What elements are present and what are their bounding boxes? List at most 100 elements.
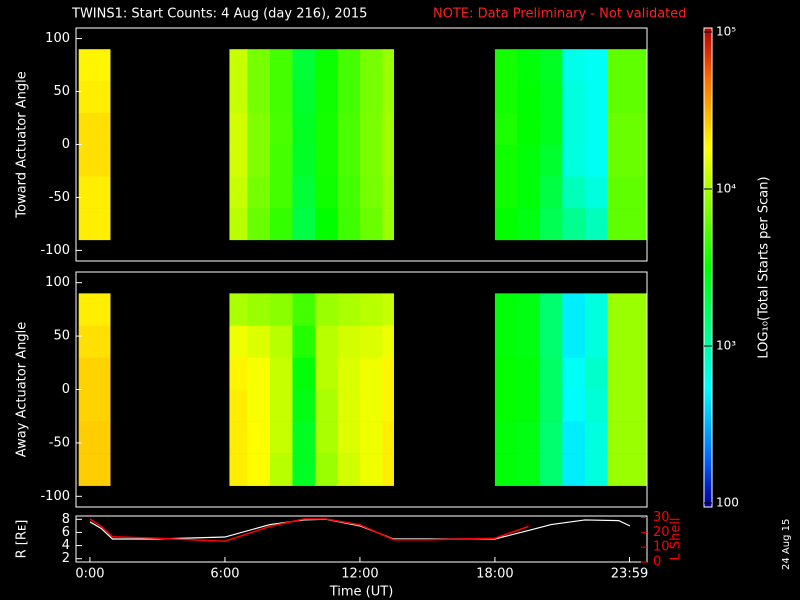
x-tick-label: 12:00 [341,567,378,582]
heat-cell [494,293,518,326]
x-tick-label: 18:00 [476,567,513,582]
x-tick-label: 0:00 [75,567,104,582]
heat-cell [517,176,541,209]
heat-cell [584,453,608,486]
heat-cell [494,112,518,145]
heat-cell [337,325,361,358]
date-stamp: 24 Aug 15 [781,519,792,570]
heat-cell [337,293,361,326]
heat-cell [78,208,111,241]
heat-cell [584,80,608,114]
heat-cell [314,176,338,209]
heat-cell [539,144,563,177]
heat-cell [539,325,563,358]
heat-cell [337,144,361,177]
y-tick-label: 10 [653,540,670,555]
heat-cell [494,176,518,209]
heat-cell [269,325,293,358]
heat-cell [584,112,608,145]
heat-cell [247,49,271,82]
heat-cell [494,421,518,454]
heat-cell [229,49,248,82]
heat-cell [539,112,563,145]
heat-cell [78,112,111,145]
heat-cell [607,325,648,358]
heat-cell [494,357,518,390]
heat-cell [517,357,541,390]
x-tick-label: 23:59 [611,567,648,582]
heat-cell [584,208,608,241]
y-tick-label: 50 [53,329,70,344]
heat-cell [78,453,111,486]
heat-cell [314,357,338,390]
heat-cell [247,293,271,326]
heat-cell [359,389,383,422]
heat-cell [359,176,383,209]
heat-cell [539,80,563,114]
y-tick-label: 6 [62,525,70,540]
colorbar-tick-label: 100 [716,496,739,510]
heat-cell [337,208,361,241]
y-tick-label: -50 [49,190,70,205]
heat-cell [269,112,293,145]
series-line [89,518,631,540]
heat-cell [337,453,361,486]
y-tick-label: 100 [45,31,70,46]
y-tick-label: 100 [45,275,70,290]
heat-cell [382,80,394,114]
heat-cell [607,49,648,82]
heat-cell [562,421,586,454]
y-tick-label: 0 [62,382,70,397]
heat-cell [292,144,316,177]
heat-cell [229,389,248,422]
heat-cell [314,421,338,454]
heat-cell [292,176,316,209]
heat-cell [494,49,518,82]
heat-cell [359,208,383,241]
heat-cell [562,389,586,422]
heat-cell [359,453,383,486]
heat-cell [539,49,563,82]
heat-cell [269,208,293,241]
heat-cell [562,208,586,241]
colorbar-tick-label: 10⁵ [716,25,736,39]
heat-cell [494,453,518,486]
heat-cell [607,389,648,422]
y-tick-label: 20 [653,525,670,540]
heat-cell [562,144,586,177]
heat-cell [229,208,248,241]
heat-cell [292,453,316,486]
heat-cell [382,421,394,454]
y-tick-label: 50 [53,84,70,99]
heat-cell [562,49,586,82]
heat-cell [78,421,111,454]
heat-cell [539,208,563,241]
heat-cell [382,144,394,177]
heat-cell [292,389,316,422]
heat-cell [314,325,338,358]
heat-cell [539,293,563,326]
heat-cell [517,112,541,145]
heat-cell [584,293,608,326]
heat-cell [359,144,383,177]
chart-title: TWINS1: Start Counts: 4 Aug (day 216), 2… [71,7,367,22]
colorbar [703,27,713,508]
heat-cell [607,80,648,114]
heat-cell [337,112,361,145]
heat-cell [314,208,338,241]
heat-cell [337,49,361,82]
x-tick-label: 6:00 [210,567,239,582]
heat-cell [382,325,394,358]
heat-cell [494,80,518,114]
heat-cell [517,293,541,326]
heat-cell [359,112,383,145]
heat-cell [607,176,648,209]
heat-cell [292,49,316,82]
y-tick-label: 4 [62,538,70,553]
heat-cell [607,208,648,241]
heat-cell [517,208,541,241]
heat-cell [562,293,586,326]
heat-cell [269,389,293,422]
colorbar-label: LOG₁₀(Total Starts per Scan) [757,176,772,358]
x-axis-label: Time (UT) [329,585,394,600]
